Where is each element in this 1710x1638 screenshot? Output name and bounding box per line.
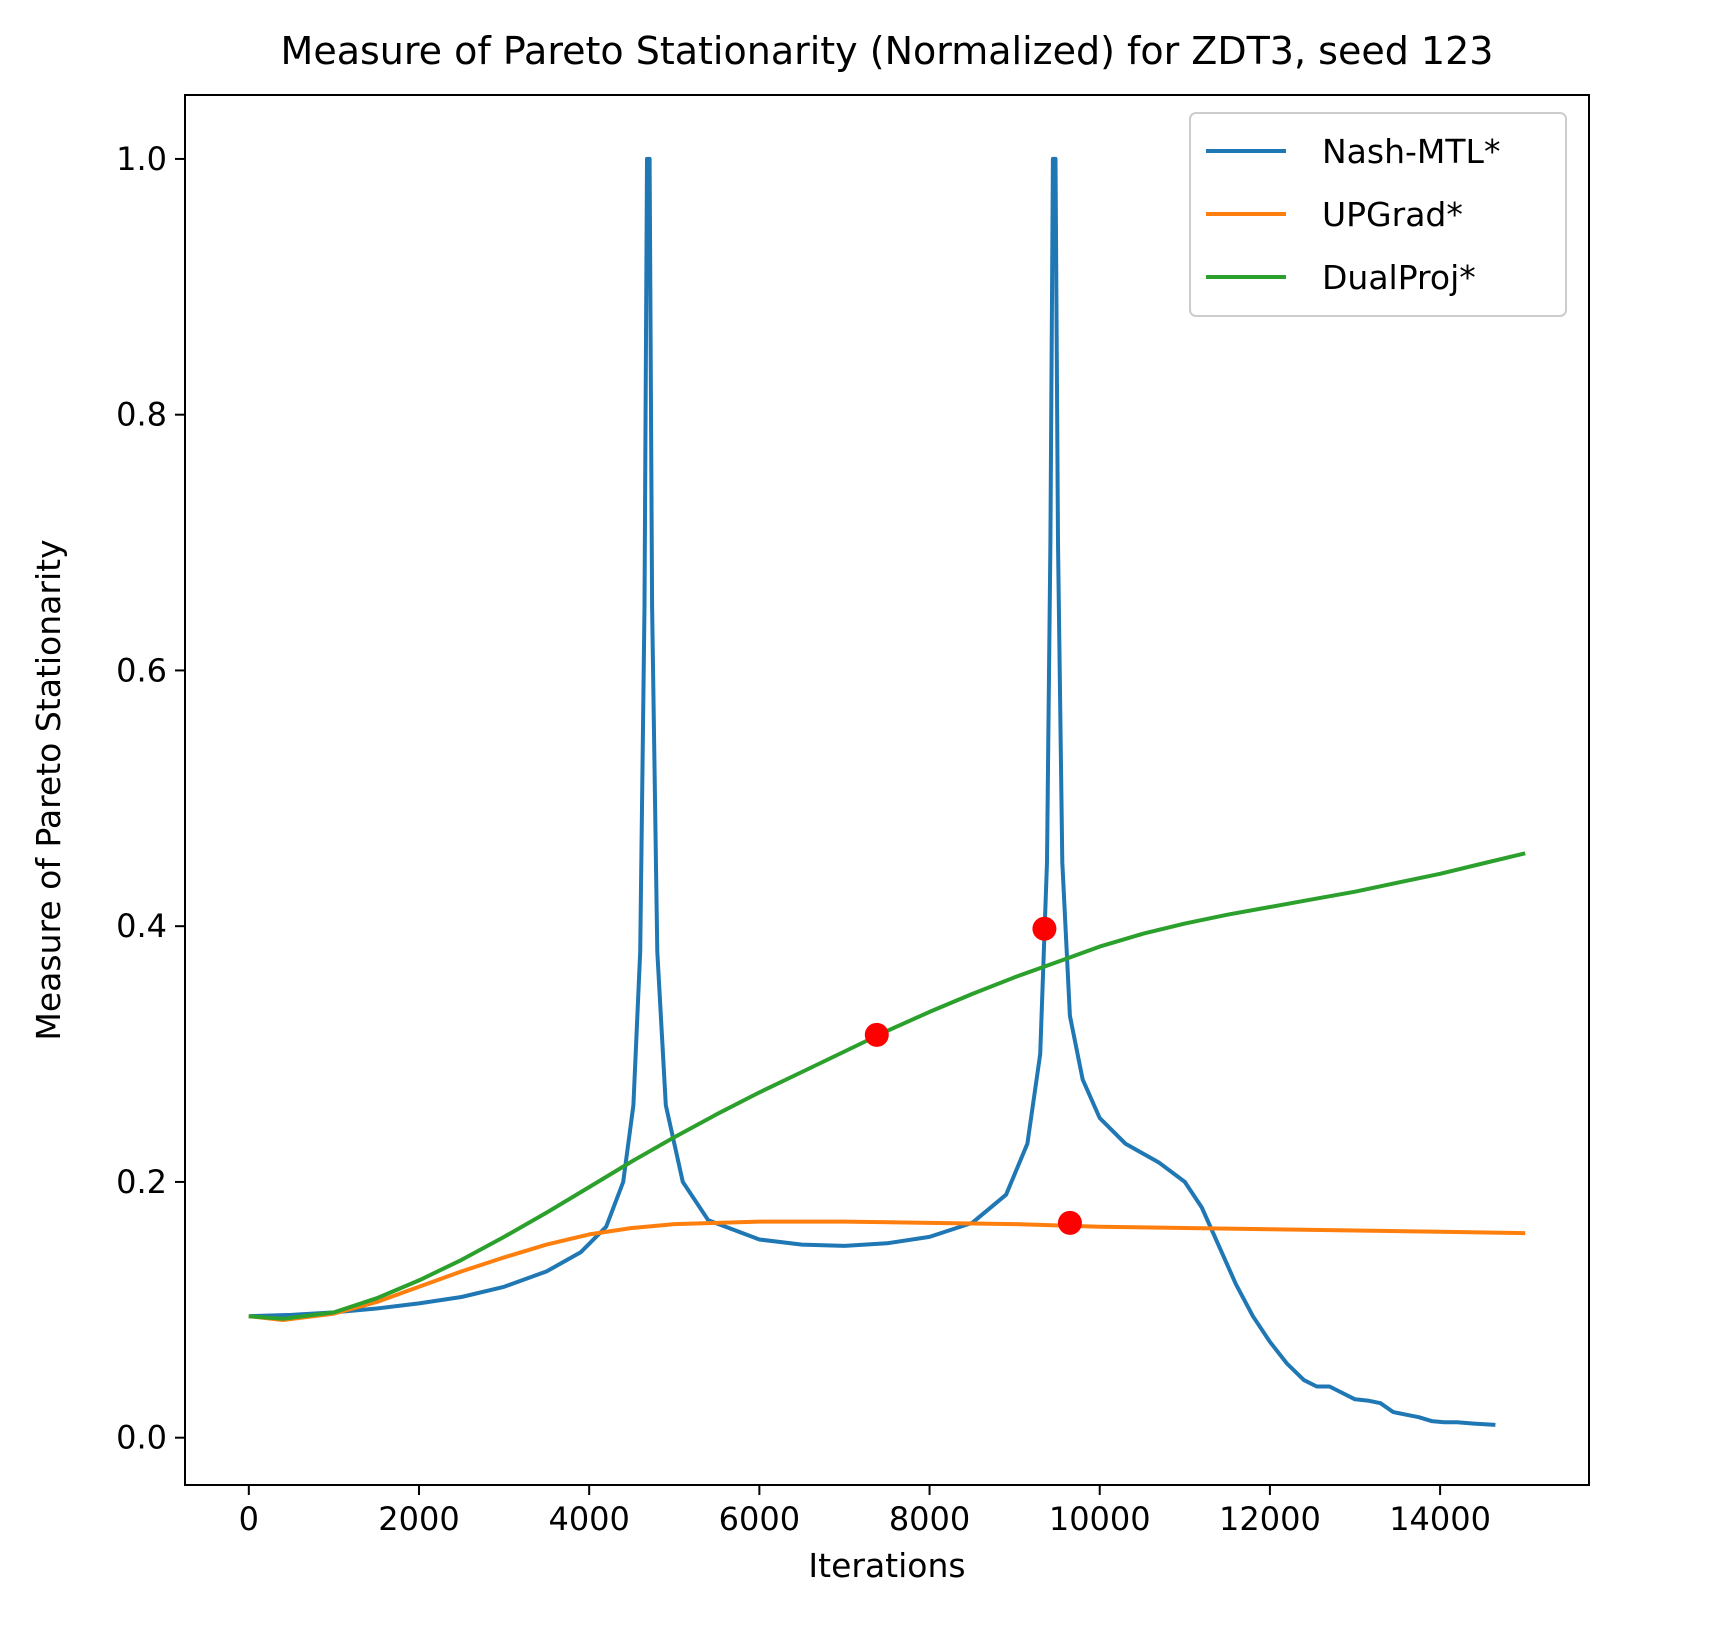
x-tick-label: 2000 [378,1500,459,1538]
axes-frame [184,94,1590,1486]
y-tick-label: 0.0 [116,1419,167,1457]
x-tick-label: 8000 [889,1500,970,1538]
chart-title: Measure of Pareto Stationarity (Normaliz… [281,29,1494,73]
x-tick-label: 4000 [548,1500,629,1538]
y-axis: 0.0 0.2 0.4 0.6 0.8 1.0 [116,140,185,1457]
y-tick-label: 0.8 [116,396,167,434]
legend-box [1189,112,1567,317]
legend-label-nash-mtl: Nash-MTL* [1322,132,1500,171]
x-tick-label: 14000 [1389,1500,1491,1538]
y-tick-label: 0.6 [116,651,167,689]
x-axis: 0 2000 4000 6000 8000 10000 12000 14000 [239,1485,1491,1538]
x-tick-label: 6000 [719,1500,800,1538]
legend-label-upgrad: UPGrad* [1322,195,1463,234]
legend: Nash-MTL* UPGrad* DualProj* [1189,112,1567,317]
legend-entries: Nash-MTL* UPGrad* DualProj* [1206,132,1500,297]
x-axis-label: Iterations [808,1546,965,1585]
x-tick-label: 12000 [1219,1500,1321,1538]
plot-area [184,94,1590,1486]
y-tick-label: 1.0 [116,140,167,178]
y-axis-label: Measure of Pareto Stationarity [29,539,68,1040]
marker-layer [864,916,1082,1235]
series-line-upgrad [248,1219,1526,1322]
y-tick-label: 0.4 [116,907,167,945]
x-tick-label: 0 [239,1500,259,1538]
x-tick-label: 10000 [1049,1500,1151,1538]
series-line-nash-mtl [248,156,1496,1427]
marker-point [864,1022,889,1047]
y-tick-label: 0.2 [116,1163,167,1201]
legend-label-dualproj: DualProj* [1322,258,1476,297]
marker-point [1032,916,1057,941]
marker-point [1057,1210,1082,1235]
